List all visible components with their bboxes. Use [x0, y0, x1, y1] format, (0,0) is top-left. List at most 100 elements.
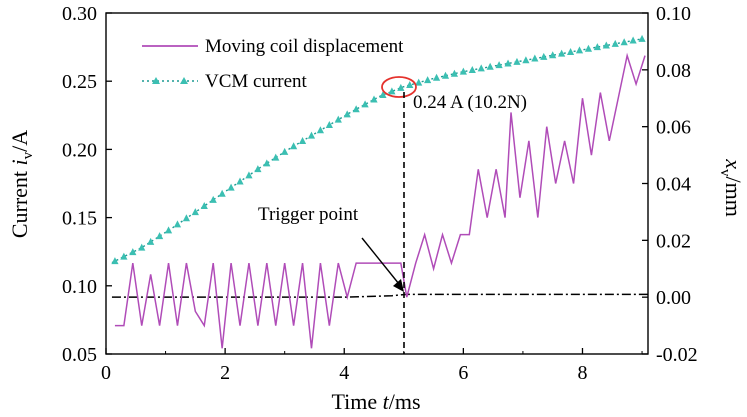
x-tick-label: 4	[339, 362, 349, 384]
vcm-current-marker	[370, 95, 378, 103]
vcm-current-marker	[263, 159, 271, 167]
vcm-current-marker	[236, 177, 244, 185]
vcm-current-marker	[531, 54, 539, 62]
vcm-current-marker	[611, 39, 619, 47]
y-left-tick-label: 0.25	[62, 71, 97, 93]
vcm-current-marker	[593, 43, 601, 51]
vcm-current-marker	[584, 44, 593, 52]
y-left-tick-label: 0.20	[62, 139, 97, 161]
y-right-tick-label: 0.04	[656, 174, 691, 196]
y-left-tick-label: 0.05	[62, 344, 97, 366]
x-axis-title-var: t	[383, 389, 390, 414]
annotations: 0.24 A (10.2N) Trigger point	[258, 76, 527, 354]
vcm-current-series	[111, 34, 646, 265]
y-right-title-sub: v	[717, 169, 733, 177]
vcm-current-marker	[379, 91, 387, 99]
vcm-current-line	[111, 38, 643, 264]
x-tick-label: 2	[220, 362, 230, 384]
vcm-current-marker	[424, 76, 432, 84]
vcm-current-marker	[397, 83, 405, 91]
vcm-current-marker	[298, 136, 307, 144]
current-annotation-label: 0.24 A (10.2N)	[413, 92, 527, 113]
vcm-current-marker	[575, 46, 584, 54]
vcm-current-marker	[450, 69, 459, 77]
y-right-tick-label: 0.00	[656, 287, 691, 309]
vcm-current-marker	[486, 62, 494, 70]
trigger-arrow-head	[393, 279, 404, 292]
x-axis-title-text: Time	[331, 389, 382, 414]
vcm-current-marker	[566, 48, 575, 56]
vcm-current-marker	[495, 61, 503, 69]
vcm-current-marker	[156, 232, 164, 240]
vcm-current-marker	[191, 208, 199, 216]
vcm-current-marker	[468, 66, 476, 74]
y-right-tick-label: 0.02	[656, 230, 691, 252]
vcm-current-marker	[415, 78, 423, 86]
vcm-current-marker	[620, 38, 628, 46]
vcm-current-marker	[432, 73, 441, 81]
vcm-current-marker	[200, 202, 208, 210]
y-left-title-unit: /A	[7, 130, 32, 152]
legend-vcm-marker-2	[180, 77, 188, 84]
vcm-current-marker	[459, 67, 467, 75]
vcm-current-marker	[629, 36, 637, 44]
vcm-current-marker	[281, 147, 289, 155]
vcm-current-marker	[218, 189, 226, 197]
vcm-current-marker	[209, 195, 217, 203]
y-right-tick-label: 0.10	[656, 3, 691, 25]
x-axis-title: Time t/ms	[331, 389, 420, 414]
y-right-tick-label: 0.06	[656, 117, 691, 139]
vcm-current-marker	[173, 220, 182, 228]
vcm-current-marker	[540, 52, 548, 60]
baseline-series	[111, 293, 648, 298]
vcm-current-marker	[352, 105, 360, 113]
vcm-current-marker	[549, 51, 557, 59]
vcm-current-marker	[602, 41, 610, 49]
vcm-current-marker	[343, 110, 351, 118]
y-left-tick-label: 0.30	[62, 3, 97, 25]
vcm-current-marker	[129, 248, 137, 256]
y-right-title-var: x	[721, 158, 746, 169]
vcm-current-marker	[558, 49, 566, 57]
vcm-current-marker	[477, 64, 485, 72]
vcm-current-marker	[147, 237, 155, 245]
vcm-current-marker	[638, 34, 646, 42]
vcm-current-marker	[316, 126, 325, 134]
y-left-tick-label: 0.15	[62, 208, 97, 230]
y-left-axis-title: Current iv/A	[7, 130, 36, 238]
x-axis-title-unit: /ms	[389, 389, 421, 414]
y-right-title-unit: /mm	[721, 176, 746, 216]
vcm-current-marker	[272, 153, 280, 161]
vcm-current-marker	[334, 115, 342, 123]
y-left-tick-label: 0.10	[62, 276, 97, 298]
vcm-current-marker	[388, 87, 396, 95]
legend-vcm-label: VCM current	[205, 71, 308, 92]
y-right-axis-title: xv/mm	[717, 158, 746, 217]
vcm-current-marker	[290, 142, 298, 150]
axis-ticks: 0 2 4 6 8 0.05 0.10 0.15 0.20 0.25 0.30 -0.02 0.00 0.…	[62, 3, 698, 384]
y-left-title-sub: v	[20, 151, 36, 159]
vcm-current-marker	[406, 81, 414, 89]
vcm-current-marker	[522, 56, 530, 64]
y-right-tick-label: 0.08	[656, 60, 691, 82]
vcm-current-marker	[182, 214, 191, 222]
vcm-current-marker	[307, 131, 316, 139]
annotation-circle	[381, 76, 417, 98]
vcm-current-marker	[513, 57, 521, 65]
vcm-current-marker	[245, 171, 253, 179]
x-tick-label: 0	[101, 362, 111, 384]
y-left-title-text: Current	[7, 165, 32, 238]
legend-coil-label: Moving coil displacement	[205, 36, 404, 57]
legend-vcm-marker-1	[152, 77, 160, 84]
y-left-title-var: i	[7, 159, 32, 165]
vcm-current-marker	[227, 183, 235, 191]
trigger-point-label: Trigger point	[258, 204, 359, 225]
vcm-current-marker	[325, 120, 333, 128]
x-tick-label: 8	[577, 362, 587, 384]
trigger-arrow-line	[361, 237, 400, 285]
vcm-current-marker	[254, 165, 262, 173]
y-right-tick-label: -0.02	[656, 344, 698, 366]
vcm-current-marker	[138, 243, 146, 251]
vcm-current-marker	[361, 100, 369, 108]
